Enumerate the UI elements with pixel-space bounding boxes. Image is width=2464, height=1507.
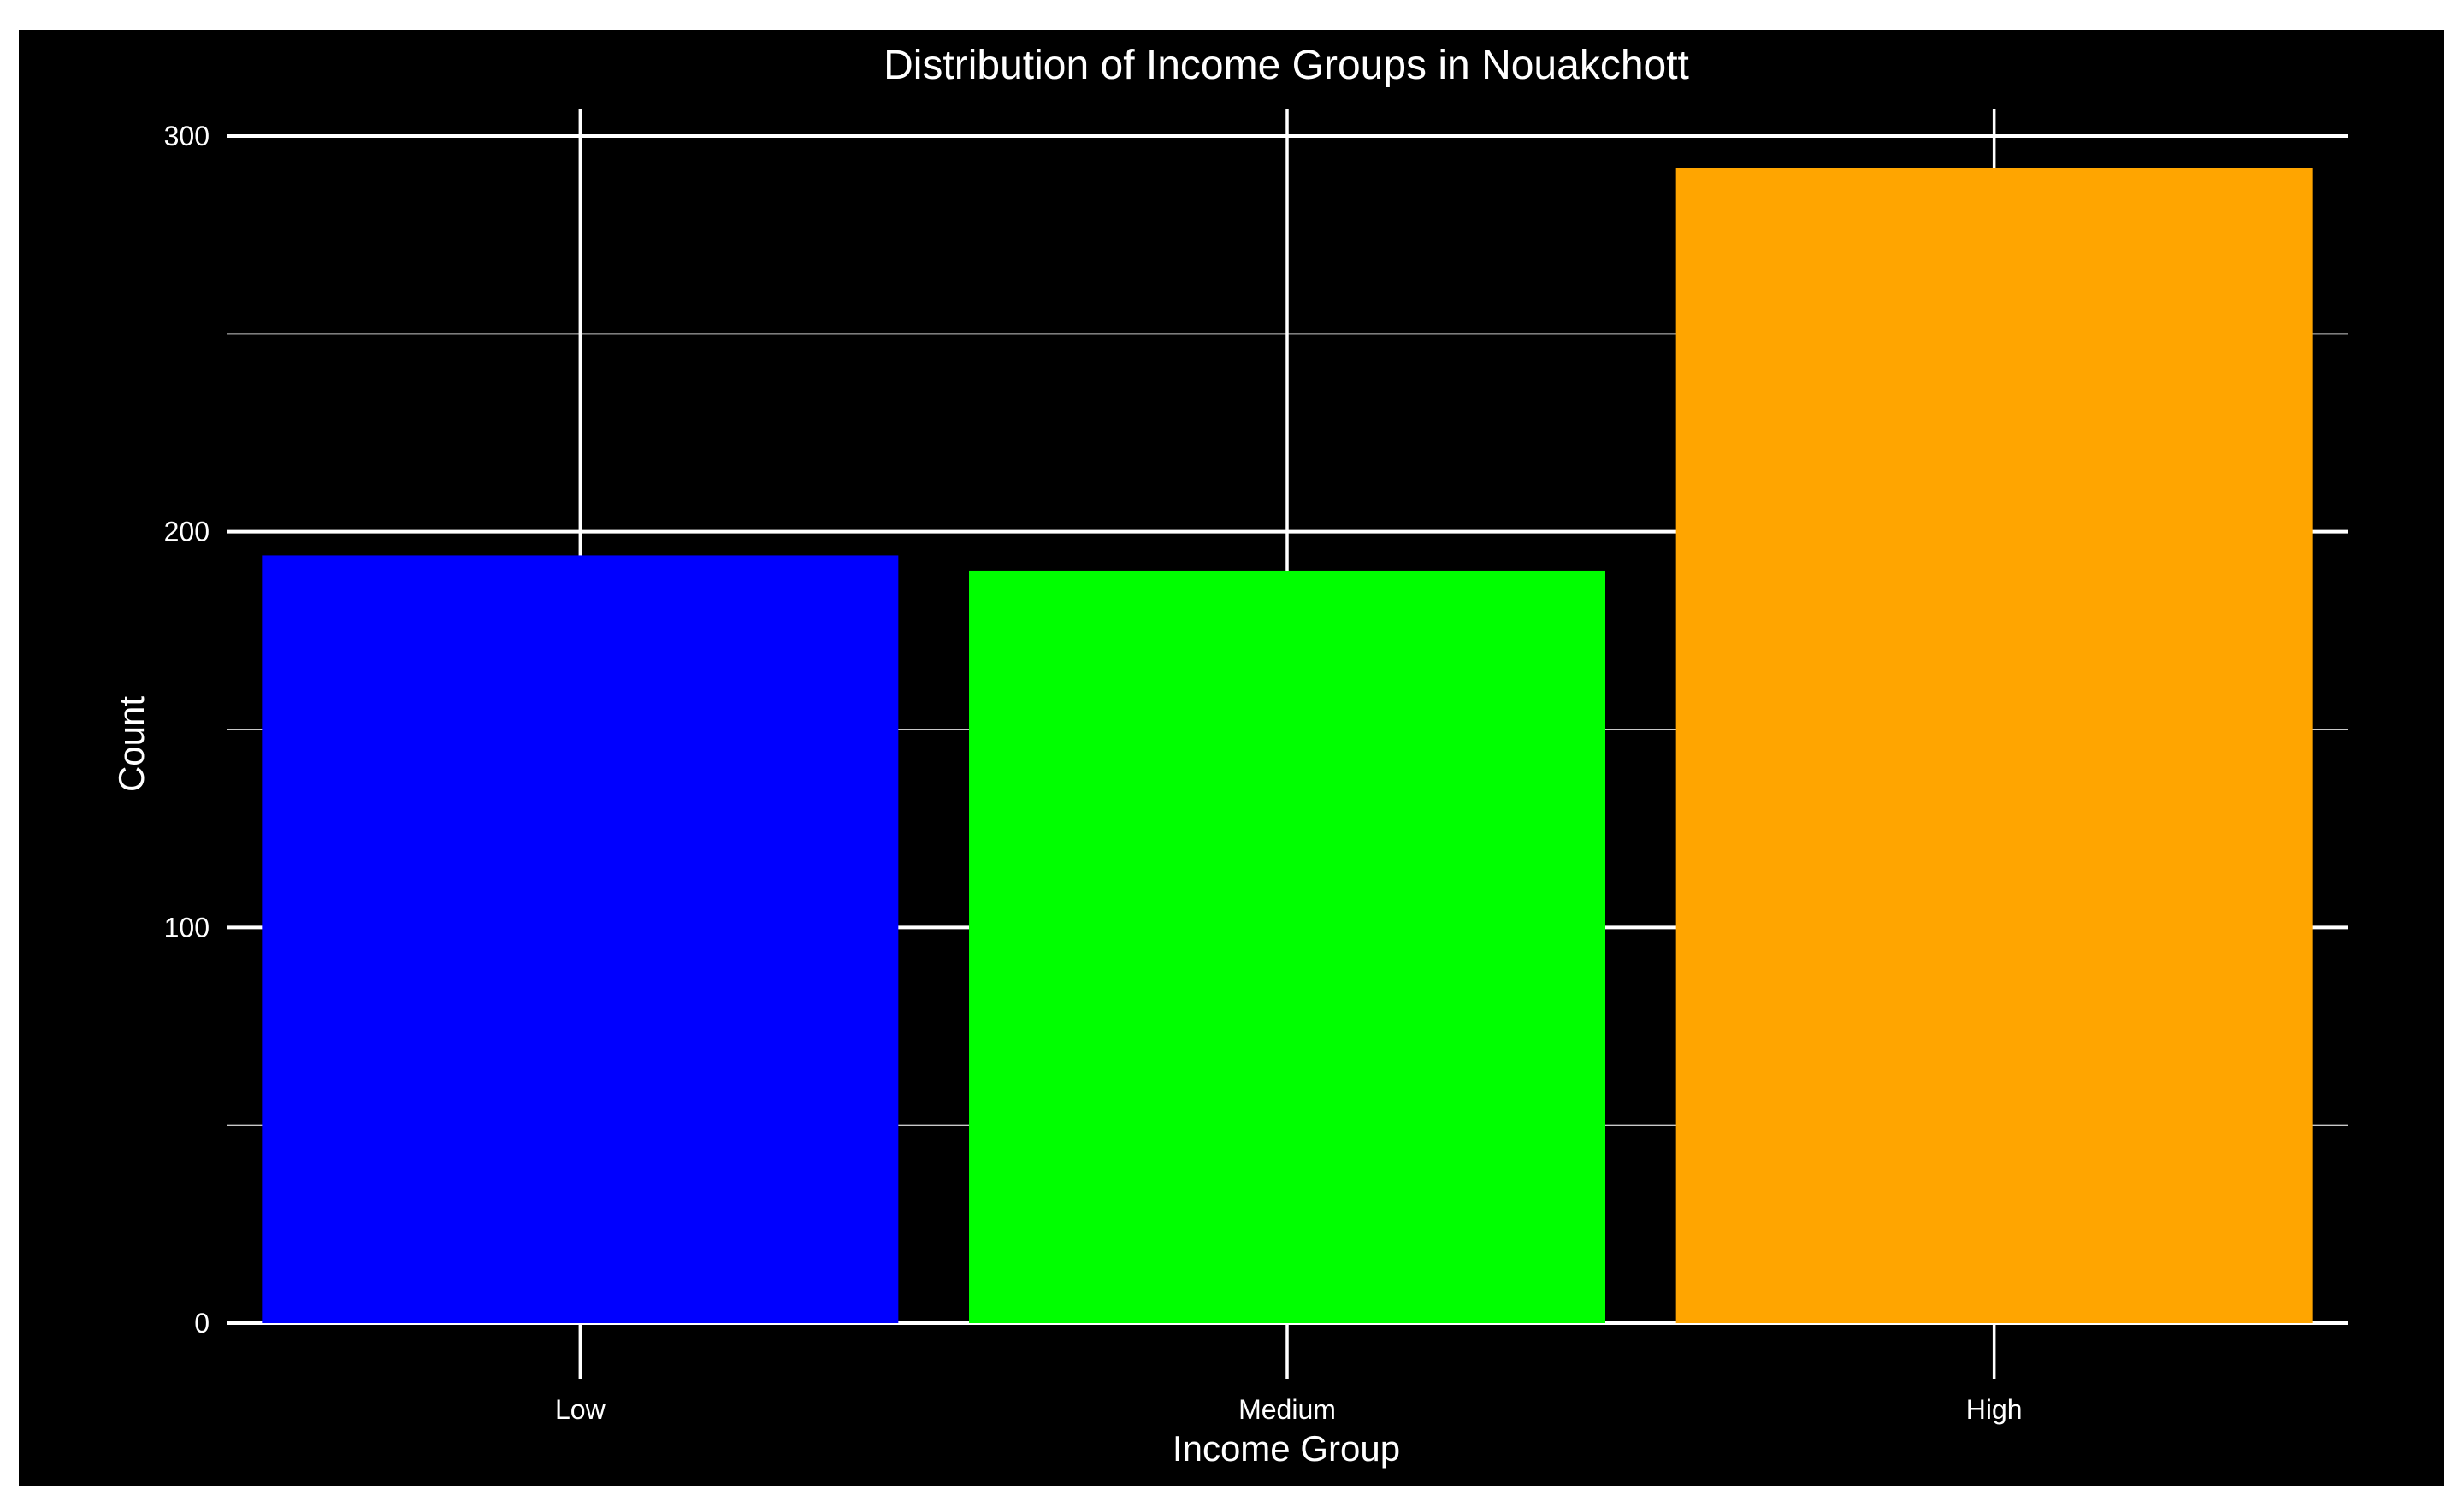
y-axis-title: Count — [111, 696, 151, 792]
y-tick-label: 0 — [194, 1308, 210, 1339]
y-tick-label: 200 — [164, 517, 210, 547]
bars — [262, 168, 2313, 1324]
bar-high — [1675, 168, 2313, 1324]
x-axis-tick-labels: Low Medium High — [555, 1394, 2023, 1425]
bar-medium — [969, 570, 1605, 1323]
x-axis-title: Income Group — [1173, 1428, 1400, 1469]
y-tick-label: 300 — [164, 121, 210, 151]
x-axis-ticks — [578, 1323, 1996, 1379]
bar-low — [262, 555, 899, 1323]
x-tick-label: High — [1966, 1394, 2023, 1425]
x-tick-label: Medium — [1238, 1394, 1336, 1425]
y-tick-label: 100 — [164, 912, 210, 943]
x-tick-label: Low — [555, 1394, 606, 1425]
chart-title: Distribution of Income Groups in Nouakch… — [883, 43, 1689, 88]
y-axis-tick-labels: 0 100 200 300 — [164, 121, 210, 1339]
